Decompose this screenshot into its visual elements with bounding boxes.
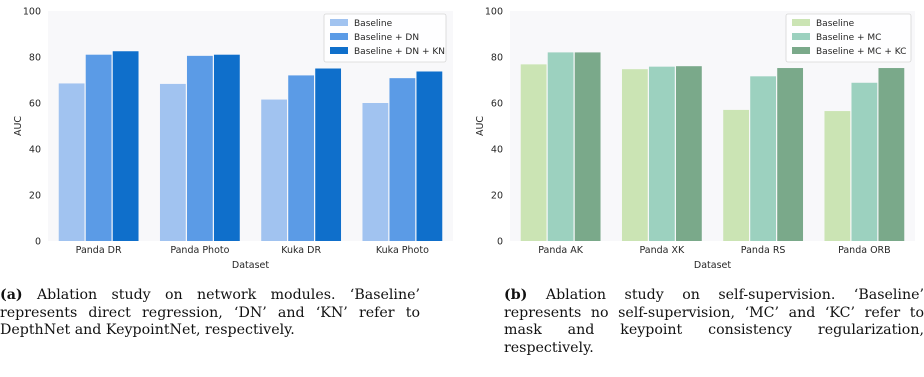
bar [574,52,601,242]
caption-b: (b) Ablation study on self-supervision. … [504,287,924,357]
y-tick-label: 60 [29,99,41,110]
bar [213,54,240,242]
x-tick-label: Panda RS [741,245,786,256]
legend-label: Baseline + DN + KN [354,47,445,57]
x-tick-label: Kuka Photo [376,245,429,256]
bar [750,76,777,241]
bar [416,71,443,242]
bar [389,78,416,241]
legend-swatch [792,33,810,40]
caption-b-tag: (b) [504,287,528,303]
bar [85,54,112,242]
x-tick-label: Panda Photo [170,245,229,256]
bar [675,66,702,241]
legend-label: Baseline + MC + KC [816,47,906,57]
y-tick-label: 100 [485,7,503,18]
bar [723,109,750,242]
bar [621,69,648,241]
legend-label: Baseline + DN [354,33,419,43]
caption-a-tag: (a) [0,287,23,303]
y-tick-label: 20 [491,191,503,202]
bar [315,68,342,241]
y-tick-label: 100 [23,7,41,18]
legend-swatch [792,19,810,26]
bar [159,83,186,241]
legend-box [323,13,447,63]
legend-label: Baseline [816,19,855,29]
bar [547,52,574,242]
y-tick-label: 80 [29,53,41,64]
y-tick-label: 60 [491,99,503,110]
y-tick-label: 0 [497,237,503,248]
bar [288,75,315,242]
x-tick-label: Panda XK [639,245,685,256]
caption-b-text: Ablation study on self-supervision. ‘Bas… [504,287,924,356]
bar [58,83,85,241]
legend-box [785,13,912,63]
x-axis-label: Dataset [694,260,731,271]
y-axis-label: AUC [475,116,486,136]
y-tick-label: 40 [29,145,41,156]
y-tick-label: 20 [29,191,41,202]
bar [261,99,288,241]
caption-a: (a) Ablation study on network modules. ‘… [0,287,420,340]
figure-panel-b: 0 20 40 60 80 100 Panda AK Panda XK Panda RS Pand… [462,0,924,377]
bar [851,82,878,241]
x-tick-label: Panda ORB [838,245,891,256]
legend-label: Baseline [354,19,393,29]
legend-swatch [330,19,348,26]
legend-label: Baseline + MC [816,33,881,43]
bar [362,103,389,241]
x-axis-label: Dataset [232,260,269,271]
figure-panel-a: 0 20 40 60 80 100 Panda DR Panda Photo Kuka DR Ku… [0,6,453,340]
y-tick-label: 0 [35,237,41,248]
bar [824,111,851,241]
bar [112,51,139,241]
bar [777,68,804,241]
y-tick-label: 80 [491,53,503,64]
caption-a-text: Ablation study on network modules. ‘Base… [0,287,420,338]
legend-swatch [330,33,348,40]
bar [648,66,675,241]
bar [878,68,905,241]
bar [186,55,213,241]
bar-chart-a: 0 20 40 60 80 100 Panda DR Panda Photo Kuka DR Ku… [13,7,453,271]
x-tick-label: Kuka DR [281,245,321,256]
x-tick-label: Panda DR [76,245,122,256]
bar-chart-b: 0 20 40 60 80 100 Panda AK Panda XK Panda RS Pand… [475,7,915,271]
x-tick-label: Panda AK [538,245,584,256]
bar [520,64,547,241]
y-axis-label: AUC [13,116,24,136]
legend-swatch [330,47,348,54]
y-tick-label: 40 [491,145,503,156]
legend-swatch [792,47,810,54]
